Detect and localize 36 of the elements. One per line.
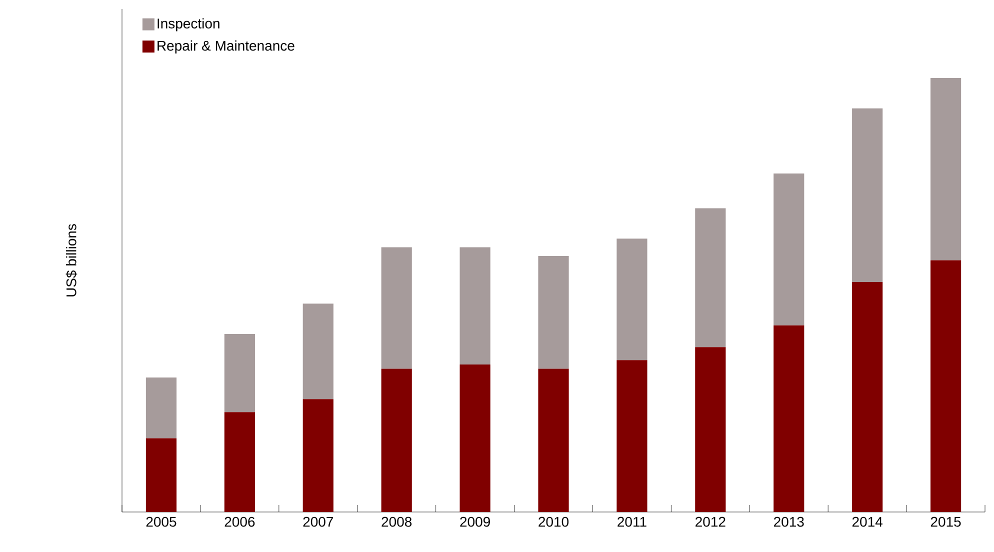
x-tick-label: 2015 [930,516,961,527]
bar [616,238,648,360]
bar [852,108,883,282]
y-axis-title: US$ billions [66,224,78,296]
x-tick-label: 2009 [460,516,490,527]
x-tick-label: 2012 [696,516,726,527]
x-tick-label: 2008 [382,516,412,527]
bar [146,438,177,512]
x-tick-label: 2011 [618,516,646,527]
bar [381,368,412,512]
legend-label: Inspection [158,18,220,32]
bar [381,247,412,369]
bar [616,360,648,512]
bar [930,260,962,512]
bar [695,347,726,512]
x-tick-label: 2010 [538,516,569,527]
bar [224,412,255,512]
bar [302,304,334,400]
x-tick-label: 2005 [146,516,176,527]
bar [302,399,334,512]
bar [460,247,490,364]
bar [930,78,962,260]
bar [774,173,804,326]
bar [852,282,883,512]
bar [538,256,569,369]
bar [538,368,569,512]
bar [224,334,255,412]
x-tick-label: 2006 [224,516,255,527]
x-tick-label: 2014 [852,516,882,527]
legend-label: Repair & Maintenance [158,40,294,54]
x-tick-label: 2007 [303,516,333,527]
bar [146,377,177,438]
x-tick-label: 2013 [774,516,804,527]
bar [460,364,490,512]
bar [695,208,726,348]
bar [774,325,804,512]
